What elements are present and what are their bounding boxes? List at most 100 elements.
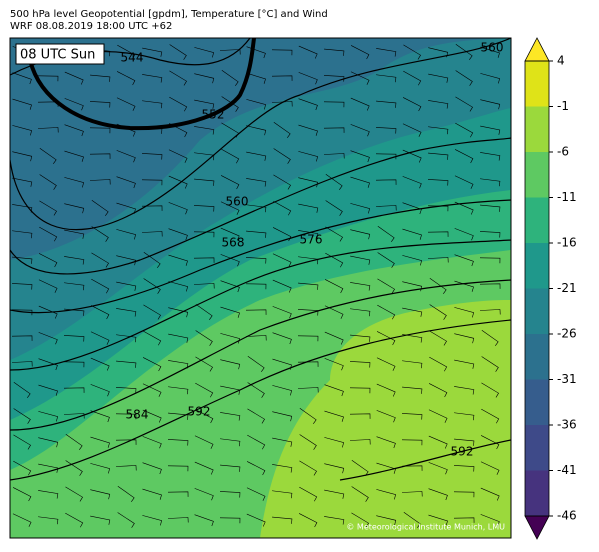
wind-barb: [64, 229, 85, 239]
wind-barb: [480, 152, 501, 161]
wind-barb: [376, 100, 397, 108]
wind-barb: [89, 101, 111, 108]
wind-barb: [454, 386, 475, 395]
wind-barb: [64, 150, 84, 162]
wind-barb: [142, 462, 162, 475]
colorbar-tick-label: -21: [557, 281, 577, 295]
wind-barb: [245, 283, 267, 290]
wind-barb: [480, 73, 501, 84]
wind-barb: [480, 178, 501, 187]
wind-barb: [220, 201, 240, 215]
wind-barb: [142, 357, 162, 372]
wind-barb: [298, 98, 318, 111]
wind-barb: [90, 384, 110, 397]
wind-barb: [64, 256, 85, 265]
wind-barb: [11, 283, 33, 290]
wind-barb: [219, 517, 241, 524]
contour-label: 576: [300, 233, 323, 247]
colorbar-band: [525, 288, 549, 334]
wind-barb: [325, 226, 343, 242]
wind-barb: [221, 148, 240, 164]
wind-barb: [38, 463, 59, 473]
colorbar-band: [525, 152, 549, 198]
wind-barb: [376, 48, 397, 57]
wind-barb: [298, 177, 319, 188]
wind-barb: [38, 516, 59, 525]
wind-barb: [220, 175, 240, 190]
wind-barb: [401, 413, 423, 420]
wind-barb: [116, 229, 137, 240]
wind-barb: [350, 334, 371, 342]
wind-barb: [350, 176, 370, 188]
wind-barb: [272, 227, 292, 242]
colorbar-band: [525, 425, 549, 471]
wind-barb: [168, 412, 189, 420]
wind-barb: [429, 277, 447, 295]
wind-barb: [38, 437, 59, 448]
wind-barb: [195, 303, 213, 321]
wind-barb: [350, 150, 370, 163]
wind-barb: [377, 252, 395, 268]
wind-barb: [168, 228, 188, 241]
wind-barb: [168, 254, 188, 266]
wind-barb: [168, 307, 189, 318]
wind-barb: [297, 361, 319, 367]
wind-barb: [454, 149, 474, 164]
wind-barb: [116, 71, 136, 86]
wind-barb: [271, 101, 293, 107]
wind-barb: [349, 439, 371, 445]
wind-barb: [141, 153, 163, 160]
wind-barb: [219, 49, 241, 55]
wind-barb: [245, 257, 267, 264]
wind-barb: [377, 304, 396, 320]
wind-barb: [273, 121, 291, 139]
wind-barb: [141, 179, 163, 186]
wind-barb: [298, 230, 319, 239]
wind-barb: [272, 437, 293, 447]
wind-barb: [299, 486, 318, 502]
wind-barb: [143, 330, 162, 346]
wind-barb: [12, 487, 32, 502]
wind-barb: [324, 410, 344, 422]
wind-barb: [298, 256, 319, 265]
wind-barb: [325, 252, 344, 268]
wind-barb: [272, 516, 293, 524]
wind-barb: [64, 71, 84, 85]
wind-barb: [455, 70, 473, 86]
wind-barb: [221, 69, 239, 87]
wind-barb: [350, 124, 370, 137]
wind-barb: [246, 99, 267, 110]
wind-barb: [115, 439, 137, 445]
wind-barb: [13, 434, 31, 450]
wind-barb: [480, 487, 500, 501]
wind-barb: [246, 487, 266, 501]
wind-barb: [64, 282, 85, 291]
wind-barb: [402, 281, 423, 292]
wind-barb: [12, 513, 32, 527]
wind-barb: [375, 179, 397, 185]
wind-barb: [168, 202, 188, 215]
wind-barb: [298, 45, 318, 59]
wind-barb: [480, 125, 501, 135]
wind-barb: [90, 436, 110, 448]
wind-barb: [453, 491, 475, 498]
wind-barb: [375, 153, 397, 160]
wind-barb: [90, 74, 111, 82]
wind-barb: [481, 356, 499, 372]
wind-barb: [455, 43, 473, 61]
wind-barb: [298, 72, 318, 85]
wind-barb: [167, 465, 189, 472]
wind-barb: [403, 511, 421, 529]
wind-barb: [323, 101, 345, 108]
wind-barb: [168, 175, 188, 189]
wind-barb: [220, 254, 240, 267]
wind-barb: [38, 279, 58, 293]
wind-barb: [90, 305, 110, 320]
wind-barb: [115, 465, 137, 471]
subtitle: WRF 08.08.2019 18:00 UTC +62: [10, 21, 172, 32]
wind-barb: [480, 204, 501, 212]
wind-barb: [453, 465, 475, 472]
colorbar-tick-label: -11: [557, 190, 577, 204]
wind-barb: [246, 46, 266, 59]
wind-barb: [38, 253, 58, 268]
